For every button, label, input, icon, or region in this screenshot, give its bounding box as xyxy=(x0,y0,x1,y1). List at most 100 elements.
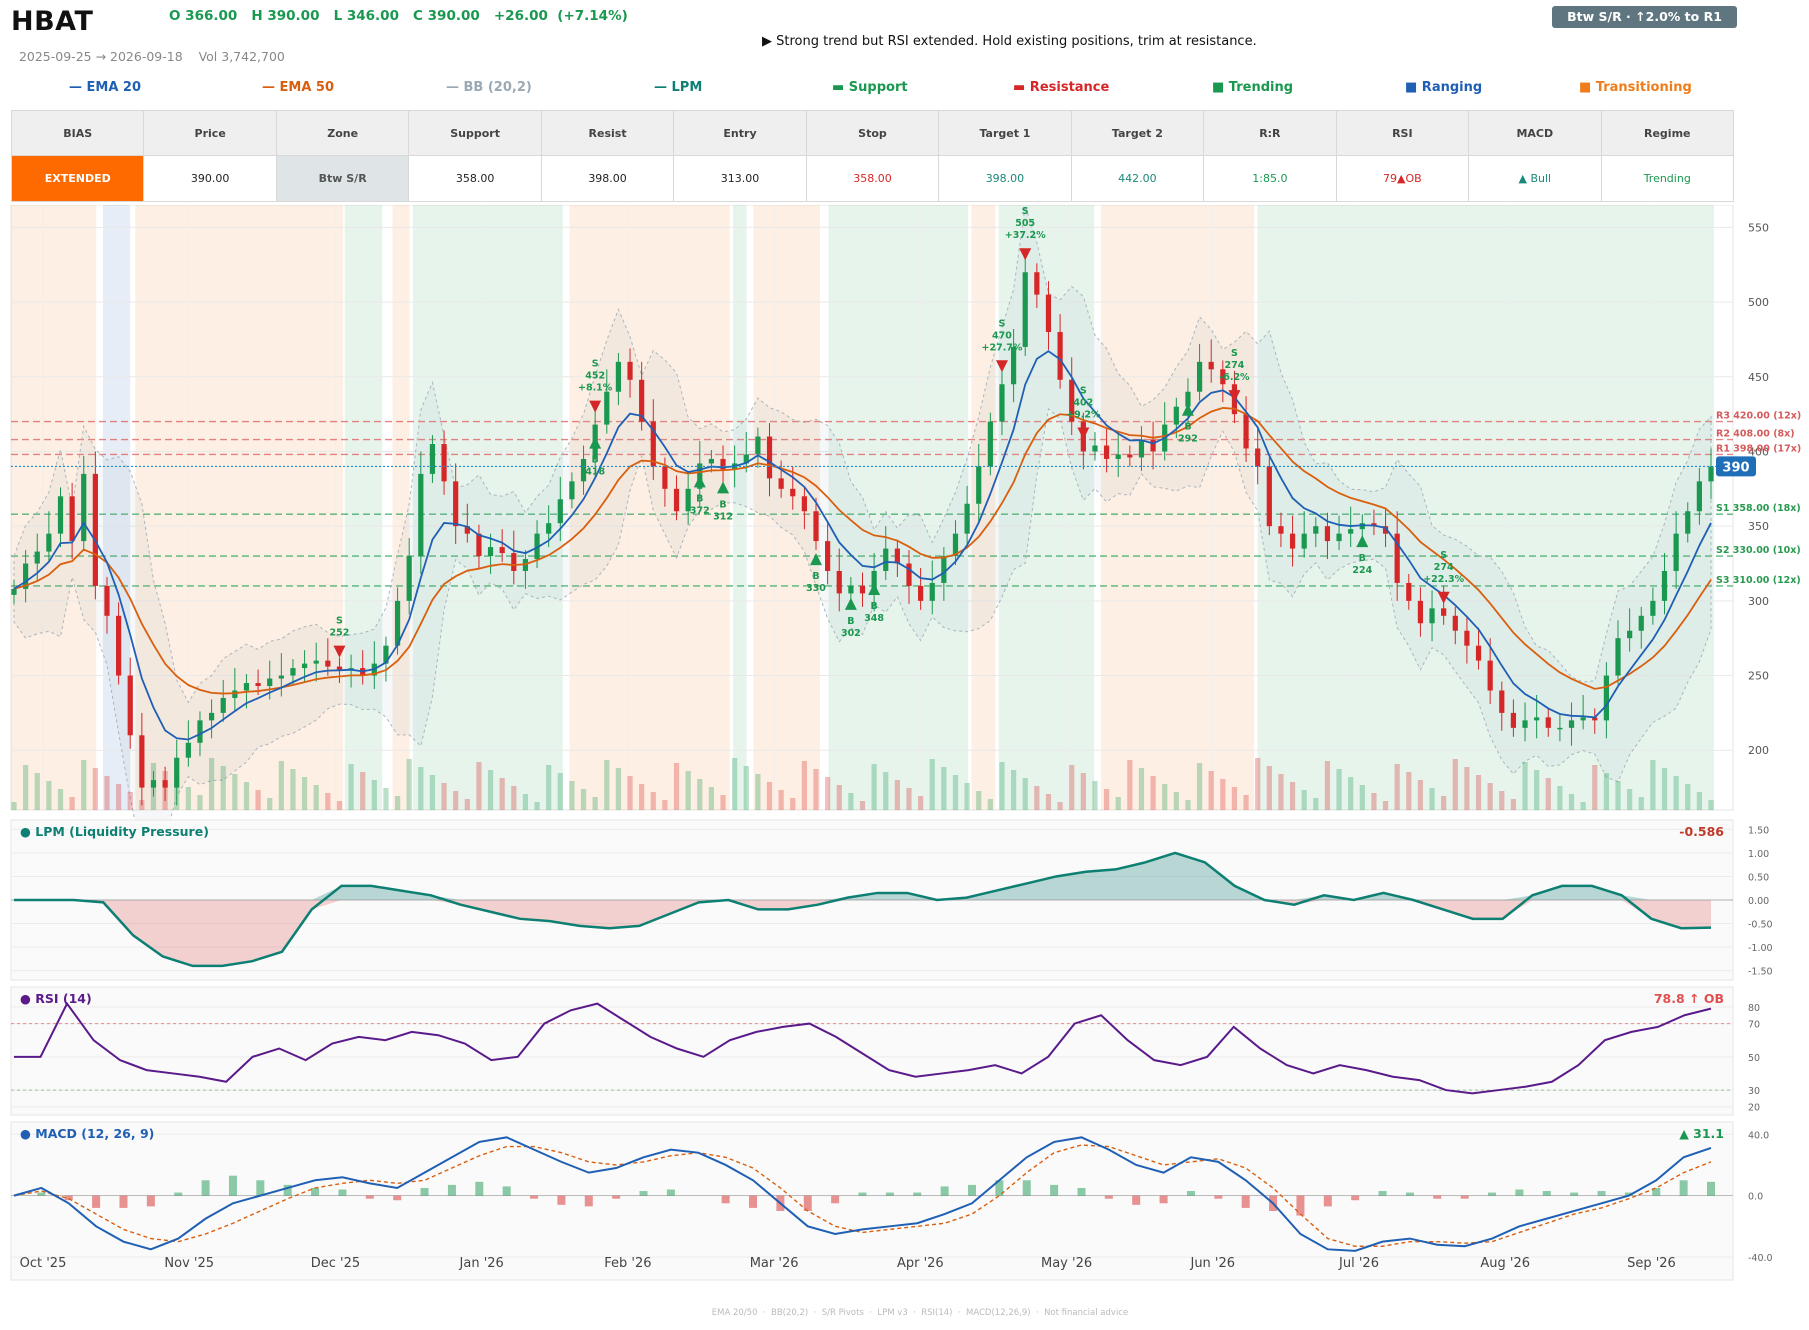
volume-bar xyxy=(1348,777,1354,810)
volume-bar xyxy=(511,786,517,810)
legend-transitioning[interactable]: ■ Transitioning xyxy=(1579,80,1692,95)
candle-body xyxy=(1452,615,1458,631)
macd-histogram-bar xyxy=(967,1184,976,1196)
buy-marker xyxy=(810,553,823,566)
volume-bar xyxy=(1627,789,1633,810)
legend-ema50[interactable]: — EMA 50 xyxy=(262,80,335,95)
macd-histogram-bar xyxy=(365,1195,374,1199)
table-header-support: Support xyxy=(408,110,542,156)
volume-bar xyxy=(534,802,540,810)
volume-bar xyxy=(859,801,866,810)
buy-marker xyxy=(1181,403,1194,416)
candle-body xyxy=(1243,414,1249,449)
macd-signal-line xyxy=(13,1144,1712,1247)
macd-histogram-bar xyxy=(1241,1195,1250,1208)
candle-body xyxy=(1127,454,1133,458)
sell-marker xyxy=(995,360,1008,373)
legend-support[interactable]: ▬ Support xyxy=(832,80,908,95)
candle-body xyxy=(662,466,668,489)
x-tick-label: Nov '25 xyxy=(164,1256,214,1271)
candle-body xyxy=(546,523,552,534)
price-tick-label: 400 xyxy=(1748,445,1769,458)
regime-band xyxy=(344,205,383,810)
legend-ranging[interactable]: ■ Ranging xyxy=(1405,80,1483,95)
macd-panel-bg xyxy=(10,1121,1734,1281)
volume-bar xyxy=(627,776,633,810)
price-tick-label: 550 xyxy=(1748,221,1769,234)
volume-bar xyxy=(1127,760,1133,810)
macd-histogram-bar xyxy=(1214,1195,1223,1199)
regime-band xyxy=(412,205,563,810)
candle-body xyxy=(278,675,284,679)
rsi-tick-label: 30 xyxy=(1748,1086,1760,1097)
price-tick-label: 250 xyxy=(1748,670,1769,683)
candle-body xyxy=(1406,582,1412,601)
volume-bar xyxy=(929,759,935,810)
trade-label: 402 xyxy=(1073,397,1093,408)
macd-histogram-bar xyxy=(639,1191,648,1196)
macd-histogram-bar xyxy=(1460,1195,1469,1199)
table-header-target-1: Target 1 xyxy=(938,110,1072,156)
trade-label: S xyxy=(336,616,343,627)
volume-bar xyxy=(906,788,912,810)
trade-label: 224 xyxy=(1352,565,1372,576)
macd-histogram-bar xyxy=(1652,1187,1661,1196)
volume-bar xyxy=(220,766,226,810)
volume-bar xyxy=(1103,789,1110,810)
candle-body xyxy=(650,421,656,467)
ticker-symbol: HBAT xyxy=(11,6,94,37)
candle-body xyxy=(208,712,215,721)
volume-bar xyxy=(650,792,656,810)
candle-body xyxy=(1010,346,1017,385)
candle-body xyxy=(1394,533,1400,583)
legend-lpm[interactable]: — LPM xyxy=(654,80,703,95)
level-label: S1 358.00 (18x) xyxy=(1716,503,1801,514)
sell-marker xyxy=(1077,427,1090,440)
lpm-tick-label: -0.50 xyxy=(1748,920,1773,931)
lpm-tick-label: 1.00 xyxy=(1748,849,1769,860)
candle-body xyxy=(1266,466,1272,527)
table-header-target-2: Target 2 xyxy=(1070,110,1205,156)
lpm-title: ● LPM (Liquidity Pressure) xyxy=(20,824,209,839)
legend-ema20[interactable]: — EMA 20 xyxy=(69,80,142,95)
candle-body xyxy=(290,668,296,676)
legend-bb[interactable]: — BB (20,2) xyxy=(446,80,532,95)
x-tick-label: Aug '26 xyxy=(1480,1256,1530,1271)
candle-body xyxy=(418,473,424,557)
volume-bar xyxy=(1382,801,1389,810)
volume-bar xyxy=(941,767,947,810)
regime-band xyxy=(1100,205,1255,810)
x-tick-label: Mar '26 xyxy=(750,1256,799,1271)
date-range: 2025-09-25 → 2026-09-18 xyxy=(18,49,183,64)
macd-histogram-bar xyxy=(1050,1184,1059,1196)
macd-histogram-bar xyxy=(1624,1192,1633,1196)
candle-body xyxy=(1673,533,1679,571)
candle-body xyxy=(139,735,145,788)
level-label: R1 398.00 (17x) xyxy=(1716,443,1801,454)
candle-body xyxy=(941,556,947,583)
volume-bar xyxy=(801,761,807,810)
volume-bar xyxy=(673,763,680,810)
volume-bar xyxy=(92,768,98,810)
candle-body xyxy=(987,421,993,467)
candle-body xyxy=(243,683,250,691)
candle-body xyxy=(1103,445,1110,459)
trade-label: -6.2% xyxy=(1219,372,1250,383)
candle-body xyxy=(1092,445,1098,452)
macd-histogram-bar xyxy=(1707,1181,1715,1196)
candle-body xyxy=(116,615,122,676)
candle-body xyxy=(743,454,749,464)
candle-body xyxy=(813,511,819,542)
macd-histogram-bar xyxy=(1515,1189,1524,1196)
volume-bar xyxy=(1336,769,1342,810)
volume-bar xyxy=(255,790,261,810)
buy-marker xyxy=(868,582,881,595)
last-price-tag-label: 390 xyxy=(1722,460,1749,475)
trade-label: +8.1% xyxy=(578,383,613,394)
volume-bar xyxy=(1673,776,1679,810)
legend-resistance[interactable]: ▬ Resistance xyxy=(1013,80,1110,95)
legend-trending[interactable]: ■ Trending xyxy=(1212,80,1294,95)
volume-bar xyxy=(383,788,389,810)
candle-body xyxy=(1336,533,1342,542)
trade-label: B xyxy=(592,455,599,466)
